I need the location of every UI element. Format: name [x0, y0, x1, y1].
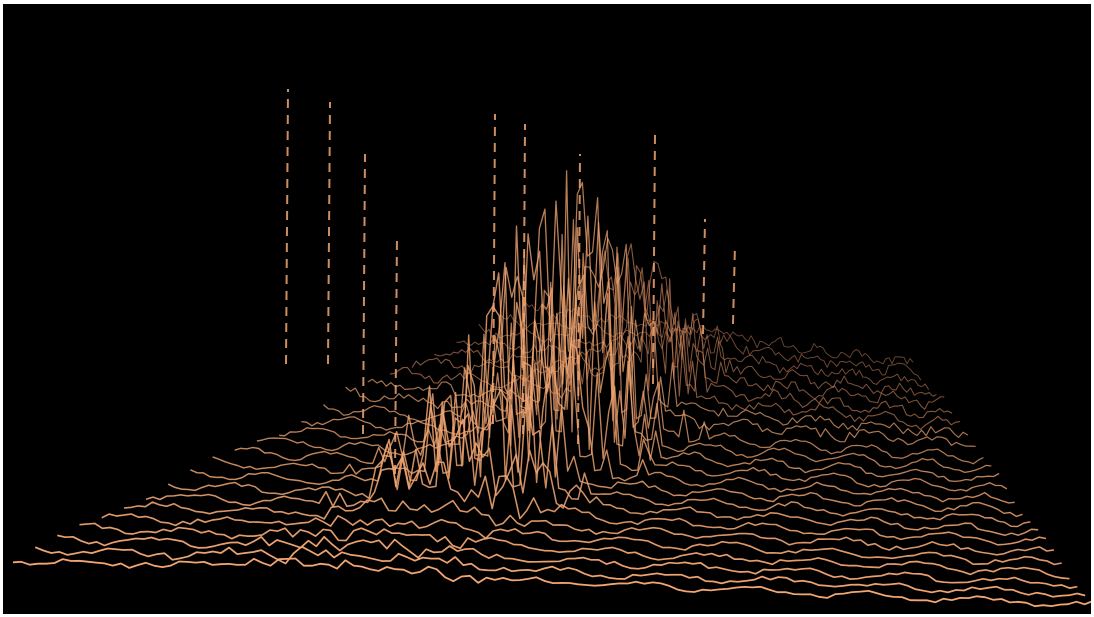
- trace-line-20: [79, 522, 1070, 580]
- trace-line-15: [190, 385, 1031, 528]
- spike-7: [652, 133, 656, 385]
- trace-line-23: [12, 557, 1091, 608]
- trace-line-21: [57, 534, 1078, 589]
- plot-frame: [3, 4, 1091, 614]
- trace-line-11: [279, 200, 1000, 483]
- trace-line-12: [256, 225, 1008, 492]
- spike-3: [394, 233, 398, 475]
- spike-9: [732, 243, 736, 325]
- trace-line-18: [123, 497, 1055, 556]
- trace-line-22: [34, 545, 1086, 598]
- trace-line-7: [367, 237, 969, 438]
- trace-line-5: [411, 257, 953, 419]
- spike-5: [522, 123, 526, 435]
- trace-line-14: [212, 305, 1023, 518]
- trace-line-17: [145, 456, 1047, 546]
- trace-line-6: [389, 243, 961, 431]
- trace-line-10: [301, 170, 992, 474]
- trace-line-8: [345, 219, 976, 448]
- trace-line-4: [434, 260, 945, 410]
- spike-1: [327, 101, 331, 365]
- spike-6: [577, 153, 581, 445]
- spike-8: [702, 218, 706, 335]
- trace-line-13: [234, 272, 1015, 504]
- trace-group: [12, 88, 1091, 608]
- trace-line-16: [167, 409, 1039, 537]
- spike-4: [492, 113, 496, 425]
- spike-0: [285, 88, 289, 365]
- waterfall-plot: [3, 4, 1091, 614]
- trace-line-19: [101, 513, 1062, 566]
